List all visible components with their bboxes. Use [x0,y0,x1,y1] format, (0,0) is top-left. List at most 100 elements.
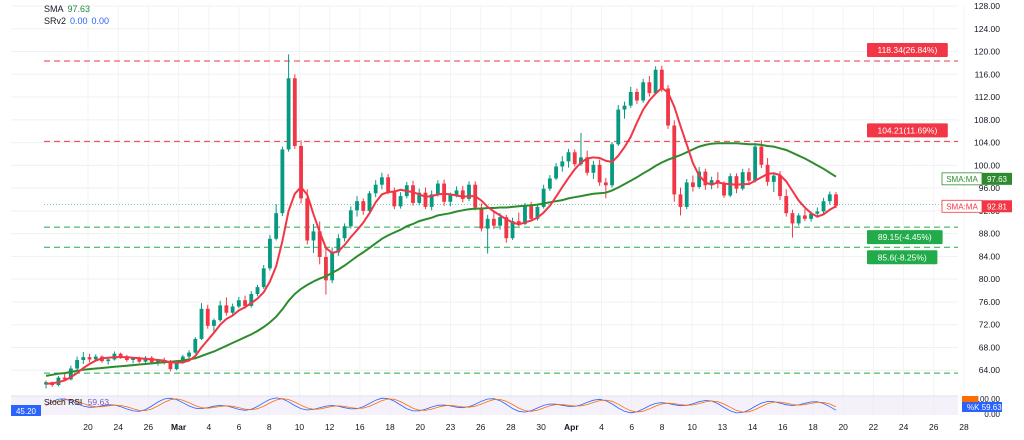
candle-body [93,356,98,360]
candle-body [199,308,204,339]
time-tick-label: 4 [206,422,211,432]
candle-body [771,175,776,182]
stoch-d-line [45,398,837,413]
candle-body [572,152,577,165]
level-label-box [867,250,938,265]
time-tick-label: 10 [295,422,305,432]
candle-body [547,178,552,189]
candle-body [647,82,652,94]
candle-body [361,201,366,211]
time-tick-label: 14 [748,422,758,432]
time-tick-label: 16 [355,422,365,432]
candle-body [641,82,646,101]
candle-body [174,362,179,370]
sma-tag-value-box [982,172,1012,185]
stoch-legend[interactable]: Stoch RSI 59.63 [44,397,109,407]
candle-body [305,198,310,241]
time-tick-label: 23 [446,422,456,432]
candle-body [616,109,621,145]
candle-body [417,192,422,203]
candle-body [790,213,795,224]
candle-body [386,177,391,193]
candle-body [268,238,272,269]
candle-body [255,287,260,294]
price-tags: SMA:MA 97.63 SMA:MA 92.81 [941,172,1012,213]
candle-body [728,176,733,196]
candle-body [212,320,216,326]
candle-body [566,152,571,162]
sma-legend-value: 97.63 [67,4,91,14]
candle-body [367,193,372,211]
oscillator-k-label: %K 59.63 [967,403,1002,412]
candle-body [722,183,726,196]
price-tick-label: 88.00 [979,229,1001,239]
srv2-legend-row[interactable]: SRv2 0.00 0.00 [44,15,109,27]
candle-body [224,305,229,313]
candle-body [87,357,92,360]
price-tick-label: 108.00 [974,115,1000,125]
candle-body [479,207,484,229]
candle-body [448,194,453,202]
candle-body [821,201,826,212]
candle-body [454,190,459,195]
candle-body [280,149,285,214]
time-tick-label: 24 [113,422,123,432]
time-axis[interactable]: 20 24 26 Mar 4 6 8 10 12 16 18 20 23 26 28 30 Apr 4 6 8 10 13… [83,422,969,432]
time-tick-label: 4 [599,422,604,432]
price-tick-label: 80.00 [979,274,1001,284]
candle-body [541,188,546,207]
candle-body [585,157,590,173]
stoch-k-line [45,397,837,414]
candle-body [834,194,838,206]
candle-body [697,171,702,187]
time-tick-label: 8 [660,422,665,432]
candle-body [709,180,714,186]
candle-body [703,171,708,186]
price-tick-label: 84.00 [979,251,1001,261]
sma-legend-row[interactable]: SMA 97.63 [44,3,109,15]
time-tick-label: 6 [629,422,634,432]
candle-body [560,161,565,167]
candle-body [784,196,789,214]
oscillator-axis-bottom: 0.00 [984,410,1000,419]
candle-body [324,256,328,281]
candle-body [523,205,527,224]
candle-body [317,231,322,257]
candle-body [747,172,751,181]
time-tick-label: 10 [687,422,697,432]
candle-body [628,91,633,106]
candle-body [205,308,210,326]
level-label-box [867,230,943,245]
candle-body [411,185,415,203]
candle-body [62,377,67,380]
time-tick-label: 28 [959,422,969,432]
srv2-legend-label: SRv2 [44,16,67,26]
candle-body [299,146,303,199]
candle-body [429,194,434,207]
candle-body [379,177,384,185]
time-tick-label: 26 [144,422,154,432]
time-tick-label: 24 [899,422,909,432]
candle-body [81,357,86,360]
time-tick-label: Apr [564,422,579,432]
srv2-legend-value-b: 0.00 [91,16,110,26]
oscillator-axis-top: 100.00 [976,395,1001,404]
candle-body [635,91,639,101]
price-tick-label: 96.00 [979,183,1001,193]
candle-body [423,192,428,207]
candle-body [355,201,359,211]
candle-body [75,359,80,369]
candle-body [342,226,347,239]
candle-body [156,360,160,363]
candle-body [460,190,465,199]
candle-body [491,218,496,226]
candle-body [672,125,677,195]
candle-body [230,306,235,313]
stoch-legend-value: 59.63 [87,397,109,407]
oscillator-left-tag [11,405,41,416]
indicator-legend[interactable]: SMA 97.63 SRv2 0.00 0.00 [44,3,109,27]
candle-body [124,357,129,360]
candle-body [678,194,683,207]
